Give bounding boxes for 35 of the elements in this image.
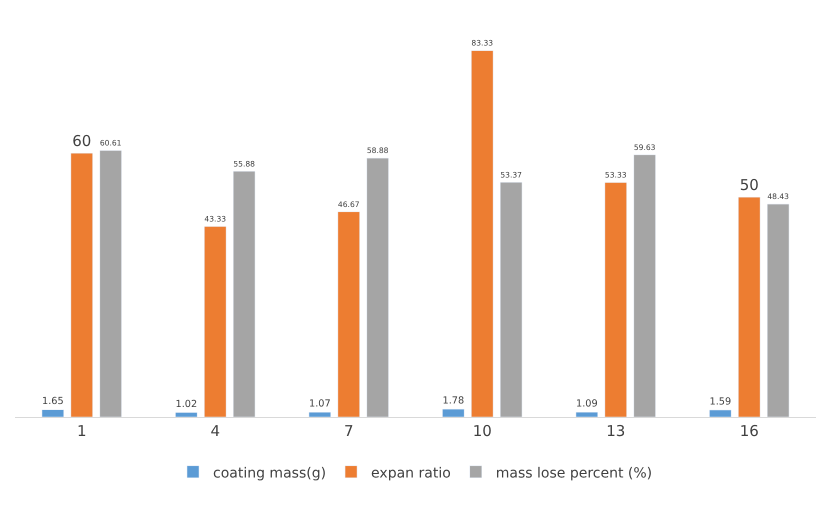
legend-label: coating mass(g) [213, 465, 326, 482]
bar [204, 226, 226, 417]
data-label: 1.07 [309, 398, 331, 410]
bar [738, 196, 760, 417]
data-label: 1.09 [576, 398, 598, 410]
x-tick-label: 10 [472, 422, 492, 440]
bar [308, 412, 331, 417]
bar [100, 150, 122, 417]
data-label: 1.59 [710, 396, 732, 408]
data-label: 1.78 [442, 396, 464, 407]
legend-label: expan ratio [371, 465, 451, 482]
x-tick-label: 4 [210, 422, 220, 440]
x-tick-label: 7 [344, 422, 354, 440]
bar [338, 212, 360, 417]
data-label: 60 [72, 132, 92, 150]
bar [604, 182, 627, 417]
data-label: 50 [740, 176, 759, 194]
x-tick-label: 1 [76, 422, 87, 440]
bar [709, 410, 732, 417]
bar [767, 204, 790, 417]
x-tick-label: 16 [740, 422, 759, 440]
bar [634, 154, 656, 417]
legend-label: mass lose percent (%) [496, 465, 652, 482]
bar [70, 152, 93, 417]
bar [366, 158, 389, 417]
bar [500, 182, 522, 417]
data-label: 1.02 [176, 398, 198, 410]
bar [471, 50, 494, 417]
bar [442, 408, 464, 417]
bar [175, 412, 198, 417]
bar [42, 410, 64, 417]
bar [576, 412, 598, 417]
bar [233, 171, 256, 417]
x-tick-label: 13 [606, 422, 626, 440]
data-label: 1.65 [42, 396, 64, 408]
